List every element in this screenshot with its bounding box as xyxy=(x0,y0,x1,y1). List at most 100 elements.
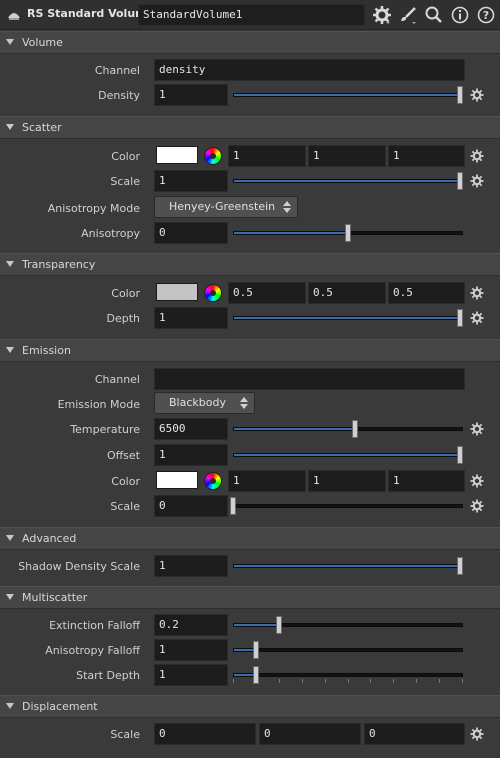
section-multiscatter[interactable]: Multiscatter xyxy=(0,586,500,609)
scatter-scale-slider[interactable] xyxy=(233,179,463,183)
displacement-scale-y-field[interactable]: 0 xyxy=(259,723,361,745)
volume-channel-field[interactable]: density xyxy=(154,59,465,81)
start-depth-slider-handle[interactable] xyxy=(253,666,259,684)
slider-tick xyxy=(302,679,303,683)
scatter-scale-slider-handle[interactable] xyxy=(457,172,463,190)
anisotropy-slider-handle[interactable] xyxy=(345,224,351,242)
svg-text:?: ? xyxy=(483,9,489,22)
slider-tick xyxy=(279,679,280,683)
start-depth-field[interactable]: 1 xyxy=(154,664,228,686)
gear-icon[interactable] xyxy=(470,149,484,163)
color-wheel-icon[interactable] xyxy=(204,284,222,302)
scatter-color-r-field[interactable]: 1 xyxy=(228,145,306,167)
collapse-triangle-icon[interactable] xyxy=(6,124,14,130)
slider-tick xyxy=(348,679,349,683)
temperature-field[interactable]: 6500 xyxy=(154,418,228,440)
updown-arrows-icon xyxy=(283,201,291,213)
anisotropy-field[interactable]: 0 xyxy=(154,222,228,244)
shadow-density-scale-slider-handle[interactable] xyxy=(457,557,463,575)
volume-channel-label: Channel xyxy=(94,64,140,77)
section-displacement[interactable]: Displacement xyxy=(0,695,500,718)
section-title: Volume xyxy=(22,36,63,49)
gear-icon[interactable] xyxy=(470,727,484,741)
node-type-label: RS Standard Volume xyxy=(27,7,155,20)
gear-icon[interactable] xyxy=(470,174,484,188)
transparency-color-g-field[interactable]: 0.5 xyxy=(308,282,386,304)
collapse-triangle-icon[interactable] xyxy=(6,594,14,600)
collapse-triangle-icon[interactable] xyxy=(6,535,14,541)
anisotropy-falloff-slider-handle[interactable] xyxy=(253,641,259,659)
start-depth-slider[interactable] xyxy=(233,673,463,677)
slider-tick xyxy=(462,679,463,683)
scatter-color-b-field[interactable]: 1 xyxy=(388,145,465,167)
transparency-color-b-field[interactable]: 0.5 xyxy=(388,282,465,304)
collapse-triangle-icon[interactable] xyxy=(6,347,14,353)
depth-slider[interactable] xyxy=(233,316,463,320)
emission-mode-label: Emission Mode xyxy=(57,398,140,411)
gear-icon[interactable] xyxy=(372,5,392,25)
parameter-pane-header: RS Standard Volume StandardVolume1 ? xyxy=(0,0,500,30)
scatter-color-swatch[interactable] xyxy=(156,146,198,164)
gear-icon[interactable] xyxy=(470,499,484,513)
anisotropy-falloff-slider[interactable] xyxy=(233,648,463,652)
emission-scale-slider-handle[interactable] xyxy=(230,497,236,515)
shadow-density-scale-field[interactable]: 1 xyxy=(154,555,228,577)
color-wheel-icon[interactable] xyxy=(204,472,222,490)
extinction-falloff-field[interactable]: 0.2 xyxy=(154,614,228,636)
gear-icon[interactable] xyxy=(470,311,484,325)
gear-icon[interactable] xyxy=(470,88,484,102)
depth-field[interactable]: 1 xyxy=(154,307,228,329)
gear-icon[interactable] xyxy=(470,286,484,300)
extinction-falloff-slider-handle[interactable] xyxy=(276,616,282,634)
scatter-color-g-field[interactable]: 1 xyxy=(308,145,386,167)
emission-mode-dropdown[interactable]: Blackbody xyxy=(154,392,255,414)
section-emission[interactable]: Emission xyxy=(0,339,500,362)
info-icon[interactable] xyxy=(450,5,470,25)
emission-color-b-field[interactable]: 1 xyxy=(388,470,465,492)
temperature-slider-handle[interactable] xyxy=(351,420,358,438)
offset-slider[interactable] xyxy=(233,453,463,457)
transparency-color-swatch[interactable] xyxy=(156,283,198,301)
start-depth-slider-ticks xyxy=(233,679,463,684)
shadow-density-scale-slider[interactable] xyxy=(233,564,463,568)
section-scatter[interactable]: Scatter xyxy=(0,116,500,139)
offset-field[interactable]: 1 xyxy=(154,444,228,466)
emission-color-swatch[interactable] xyxy=(156,471,198,489)
emission-scale-slider[interactable] xyxy=(233,504,463,508)
density-field[interactable]: 1 xyxy=(154,84,228,106)
slider-tick xyxy=(233,679,234,683)
offset-slider-handle[interactable] xyxy=(457,446,463,464)
search-icon[interactable] xyxy=(424,5,444,25)
displacement-scale-x-field[interactable]: 0 xyxy=(154,723,256,745)
section-volume[interactable]: Volume xyxy=(0,31,500,54)
displacement-scale-z-field[interactable]: 0 xyxy=(364,723,465,745)
temperature-slider[interactable] xyxy=(233,427,463,431)
gear-icon[interactable] xyxy=(470,422,484,436)
emission-color-g-field[interactable]: 1 xyxy=(308,470,386,492)
density-slider-handle[interactable] xyxy=(457,86,463,104)
gear-icon[interactable] xyxy=(470,474,484,488)
emission-color-r-field[interactable]: 1 xyxy=(228,470,306,492)
transparency-color-r-field[interactable]: 0.5 xyxy=(228,282,306,304)
collapse-triangle-icon[interactable] xyxy=(6,39,14,45)
color-wheel-icon[interactable] xyxy=(204,147,222,165)
temperature-label: Temperature xyxy=(70,423,140,436)
emission-channel-field[interactable] xyxy=(154,368,465,390)
extinction-falloff-slider[interactable] xyxy=(233,623,463,627)
anisotropy-mode-label: Anisotropy Mode xyxy=(47,202,140,215)
emission-scale-field[interactable]: 0 xyxy=(154,495,228,517)
section-advanced[interactable]: Advanced xyxy=(0,527,500,550)
depth-slider-handle[interactable] xyxy=(457,309,463,327)
anisotropy-falloff-field[interactable]: 1 xyxy=(154,639,228,661)
collapse-triangle-icon[interactable] xyxy=(6,703,14,709)
help-icon[interactable]: ? xyxy=(476,5,496,25)
node-name-field[interactable]: StandardVolume1 xyxy=(138,4,365,26)
anisotropy-mode-dropdown[interactable]: Henyey-Greenstein xyxy=(154,196,298,218)
density-slider[interactable] xyxy=(233,93,463,97)
slider-tick xyxy=(393,679,394,683)
collapse-triangle-icon[interactable] xyxy=(6,261,14,267)
brush-icon[interactable] xyxy=(398,5,418,25)
scatter-scale-field[interactable]: 1 xyxy=(154,170,228,192)
section-transparency[interactable]: Transparency xyxy=(0,253,500,276)
slider-tick xyxy=(370,679,371,683)
